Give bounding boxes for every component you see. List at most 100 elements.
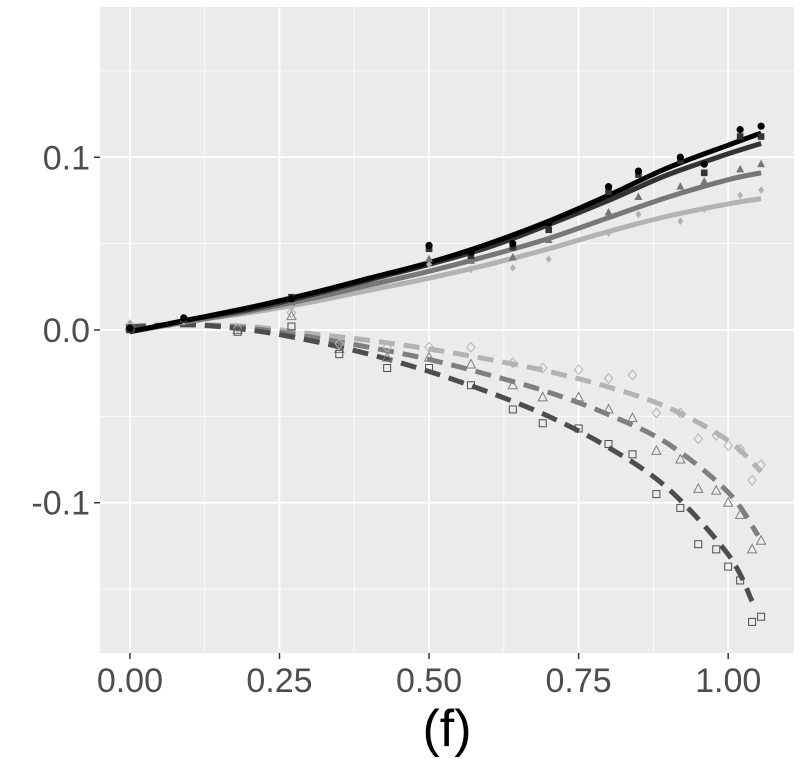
solid-4-point bbox=[737, 191, 744, 200]
series-lines bbox=[129, 130, 763, 603]
solid-3-point bbox=[700, 176, 709, 185]
dashed-3-point bbox=[537, 362, 548, 374]
dashed-2-point bbox=[627, 412, 638, 423]
dashed-2-point bbox=[755, 534, 767, 545]
dashed-3-point bbox=[675, 407, 686, 419]
dashed-2-point bbox=[651, 444, 662, 455]
solid-3-point bbox=[634, 192, 643, 200]
dashed-3-point bbox=[603, 372, 614, 384]
solid-3-point bbox=[757, 159, 766, 168]
dashed-1-point bbox=[574, 424, 583, 433]
solid-2-point bbox=[757, 133, 765, 140]
y-tick-label: 0.1 bbox=[43, 139, 90, 177]
dashed-2-point bbox=[710, 484, 722, 495]
solid-2-point bbox=[700, 169, 708, 177]
dashed-2-point bbox=[286, 310, 297, 321]
dashed-2-point bbox=[722, 496, 734, 507]
solid-3-point bbox=[544, 235, 553, 244]
x-axis-label: (f) bbox=[422, 700, 471, 758]
dashed-3-point bbox=[651, 407, 662, 419]
solid-1-point bbox=[126, 324, 134, 332]
dashed-1-point bbox=[383, 364, 392, 372]
dashed-1-point bbox=[508, 405, 517, 414]
x-tick-label: 0.75 bbox=[546, 662, 612, 700]
solid-4-point bbox=[288, 303, 295, 312]
solid-3-point bbox=[466, 256, 475, 264]
dashed-2-point bbox=[746, 543, 758, 554]
dashed-1-point bbox=[233, 327, 242, 336]
x-tick-label: 0.25 bbox=[246, 662, 312, 700]
solid-4-point bbox=[509, 264, 516, 272]
dashed-1-point bbox=[538, 419, 547, 428]
solid-1-point bbox=[757, 122, 765, 130]
dashed-1-point bbox=[724, 562, 733, 571]
dashed-1-point bbox=[604, 440, 613, 448]
solid-1-point bbox=[425, 241, 433, 249]
dashed-1-point bbox=[712, 545, 721, 554]
dashed-1-point bbox=[425, 364, 434, 372]
dashed-2-point bbox=[465, 358, 477, 369]
dashed-3-point bbox=[286, 307, 297, 319]
dashed-2-point bbox=[381, 351, 393, 362]
solid-3-point bbox=[508, 252, 517, 261]
y-tick-label: 0.0 bbox=[43, 312, 90, 350]
dashed-2-point bbox=[537, 391, 549, 402]
x-tick-label: 1.00 bbox=[695, 662, 761, 700]
dashed-2-point bbox=[573, 391, 584, 402]
dashed-3-point bbox=[466, 341, 476, 353]
solid-2-point bbox=[736, 133, 744, 140]
solid-3-point bbox=[736, 164, 745, 173]
solid-1-point bbox=[634, 167, 643, 175]
solid-4-point bbox=[426, 260, 433, 269]
solid-4-point bbox=[701, 205, 708, 213]
dashed-2-line bbox=[129, 322, 761, 537]
x-tick-label: 0.00 bbox=[97, 662, 163, 700]
solid-1-line bbox=[129, 130, 762, 335]
dashed-2-point bbox=[734, 508, 746, 519]
dashed-2-point bbox=[603, 403, 614, 414]
solid-4-point bbox=[467, 265, 474, 274]
solid-1-point bbox=[287, 295, 296, 303]
dashed-1-point bbox=[335, 350, 344, 359]
solid-3-point bbox=[676, 182, 685, 190]
dashed-3-point bbox=[627, 369, 638, 381]
solid-3-point bbox=[604, 208, 613, 216]
series-points bbox=[124, 122, 767, 626]
dashed-1-point bbox=[287, 322, 296, 331]
dashed-3-point bbox=[735, 443, 746, 455]
solid-2-point bbox=[545, 226, 553, 234]
solid-1-point bbox=[467, 248, 475, 256]
dashed-1-point bbox=[628, 450, 637, 459]
dashed-1-point bbox=[736, 576, 745, 585]
y-tick-label: -0.1 bbox=[31, 485, 90, 523]
solid-1-point bbox=[676, 153, 684, 161]
dashed-2-point bbox=[423, 351, 435, 362]
dashed-2-point bbox=[674, 453, 686, 464]
solid-1-point bbox=[545, 219, 553, 227]
dashed-3-point bbox=[756, 459, 766, 471]
axes: 0.00 0.25 0.50 0.75 1.00 0.1 0.0 -0.1 bbox=[31, 139, 761, 700]
solid-1-point bbox=[700, 160, 708, 168]
solid-4-point bbox=[758, 186, 765, 194]
dashed-3-point bbox=[573, 364, 584, 376]
dashed-3-point bbox=[693, 433, 704, 445]
solid-4-point bbox=[545, 255, 552, 263]
dashed-1-point bbox=[757, 612, 766, 621]
dashed-1-line bbox=[129, 322, 755, 603]
solid-1-point bbox=[604, 183, 613, 191]
solid-4-point bbox=[677, 217, 684, 225]
dashed-1-point bbox=[466, 381, 475, 390]
solid-1-point bbox=[509, 240, 517, 248]
dashed-1-point bbox=[694, 540, 703, 549]
dashed-3-point bbox=[711, 429, 722, 441]
dashed-3-point bbox=[747, 474, 757, 486]
dashed-3-point bbox=[507, 357, 518, 369]
solid-4-point bbox=[635, 210, 642, 219]
dashed-2-point bbox=[333, 342, 345, 353]
x-tick-label: 0.50 bbox=[396, 662, 462, 700]
dashed-2-point bbox=[692, 482, 704, 493]
grid bbox=[100, 7, 794, 653]
dashed-3-point bbox=[334, 338, 345, 350]
dashed-1-point bbox=[676, 503, 685, 512]
